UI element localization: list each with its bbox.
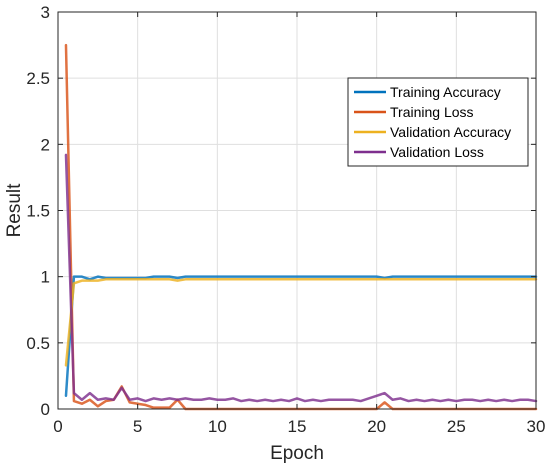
y-tick-label: 1.5	[26, 202, 50, 221]
series-line-training-accuracy	[64, 275, 538, 398]
series-line-validation-loss	[64, 153, 538, 403]
y-tick-label: 0.5	[26, 334, 50, 353]
x-tick-label: 25	[447, 417, 466, 436]
series-line-validation-accuracy	[64, 278, 538, 367]
y-tick-label: 0	[41, 400, 50, 419]
y-tick-label: 1	[41, 268, 50, 287]
legend-label-validation-accuracy: Validation Accuracy	[390, 124, 511, 140]
x-tick-label: 10	[208, 417, 227, 436]
y-tick-label: 3	[41, 3, 50, 22]
x-tick-label: 5	[133, 417, 142, 436]
y-axis-label: Result	[4, 183, 25, 238]
x-tick-label: 0	[53, 417, 62, 436]
legend-label-validation-loss: Validation Loss	[390, 144, 484, 160]
legend-label-training-accuracy: Training Accuracy	[390, 84, 501, 100]
legend: Training Accuracy Training Loss Validati…	[347, 77, 529, 167]
x-axis-label: Epoch	[270, 443, 324, 464]
x-tick-label: 30	[527, 417, 546, 436]
x-tick-label: 15	[288, 417, 307, 436]
axis-ticks: 0 5 10 15 20 25 30 0 0.5 1 1.5 2 2.5 3	[26, 3, 545, 436]
x-tick-label: 20	[367, 417, 386, 436]
y-tick-label: 2.5	[26, 69, 50, 88]
y-tick-label: 2	[41, 135, 50, 154]
legend-label-training-loss: Training Loss	[390, 104, 474, 120]
